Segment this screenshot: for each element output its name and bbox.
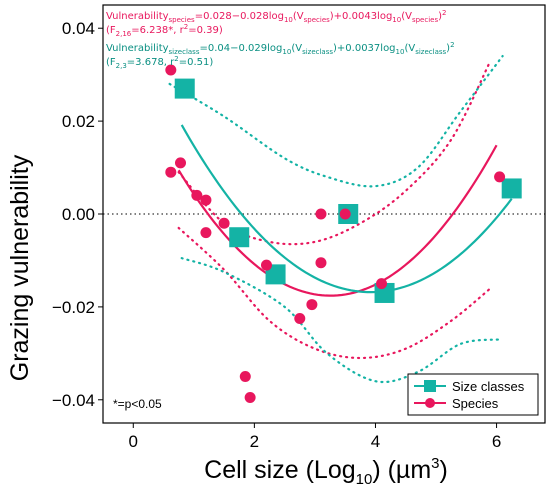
sizeclass-ci-lower	[180, 257, 501, 384]
legend-species-marker	[425, 398, 435, 408]
species-ci-lower	[177, 226, 492, 360]
y-tick-label: −0.04	[52, 391, 95, 410]
species-point	[294, 313, 306, 324]
legend-species-label: Species	[452, 396, 499, 411]
x-tick-label: 4	[371, 432, 380, 451]
species-point	[218, 217, 230, 229]
species-point	[200, 194, 212, 206]
significance-note: *=p<0.05	[113, 397, 162, 411]
species-point	[315, 208, 327, 220]
y-tick-label: 0.02	[62, 112, 95, 131]
y-tick-label: 0.00	[62, 205, 95, 224]
sizeclass-equation-line1: Vulnerabilitysizeclass=0.04−0.029log10(V…	[106, 41, 455, 56]
x-tick-label: 2	[250, 432, 259, 451]
sizeclass-point	[174, 78, 195, 99]
sizeclass-ci-upper	[168, 54, 504, 188]
sizeclass-fit-curve	[180, 124, 513, 294]
sizeclass-point	[265, 264, 286, 285]
x-tick-label: 6	[492, 432, 501, 451]
sizeclass-point	[229, 227, 250, 248]
x-axis-title-unit: ) (µm	[372, 456, 431, 484]
species-ci-upper	[177, 59, 492, 246]
y-tick-label: −0.02	[52, 298, 95, 317]
species-point	[306, 299, 318, 311]
species-equation-line2: (F2,16=6.238*, r2=0.39)	[106, 23, 223, 38]
x-axis-title-sup: 3	[431, 455, 439, 472]
species-point	[494, 171, 506, 183]
species-point	[339, 208, 351, 220]
species-point	[315, 257, 327, 269]
species-point	[376, 278, 388, 290]
sizeclass-equation-line2: (F2,3=3.678, r2=0.51)	[106, 55, 213, 70]
species-point	[191, 189, 203, 201]
species-point	[200, 227, 212, 239]
y-axis-ticks: −0.04 −0.02 0.00 0.02 0.04	[52, 19, 103, 410]
sizeclass-point	[501, 178, 522, 199]
y-axis-title: Grazing vulnerability	[6, 154, 34, 381]
x-axis-title: Cell size (Log10) (µm3)	[204, 455, 448, 488]
x-axis-title-main: Cell size (Log	[204, 456, 355, 484]
data-points	[165, 64, 522, 403]
confidence-bands	[168, 54, 504, 384]
x-axis-title-sub: 10	[356, 471, 373, 488]
x-axis-title-close: )	[439, 456, 447, 484]
species-point	[244, 391, 256, 403]
legend: Size classes Species	[407, 373, 539, 416]
species-point	[239, 371, 251, 383]
species-equation-line1: Vulnerabilityspecies=0.028−0.028log10(Vs…	[106, 9, 447, 24]
species-point	[260, 259, 272, 271]
x-tick-label: 0	[129, 432, 138, 451]
species-point	[165, 64, 177, 76]
species-point	[175, 157, 187, 169]
y-tick-label: 0.04	[62, 19, 95, 38]
legend-sizeclass-label: Size classes	[452, 379, 525, 394]
species-point	[165, 166, 177, 178]
legend-sizeclass-marker	[424, 380, 436, 392]
x-axis-ticks: 0 2 4 6	[129, 423, 501, 451]
